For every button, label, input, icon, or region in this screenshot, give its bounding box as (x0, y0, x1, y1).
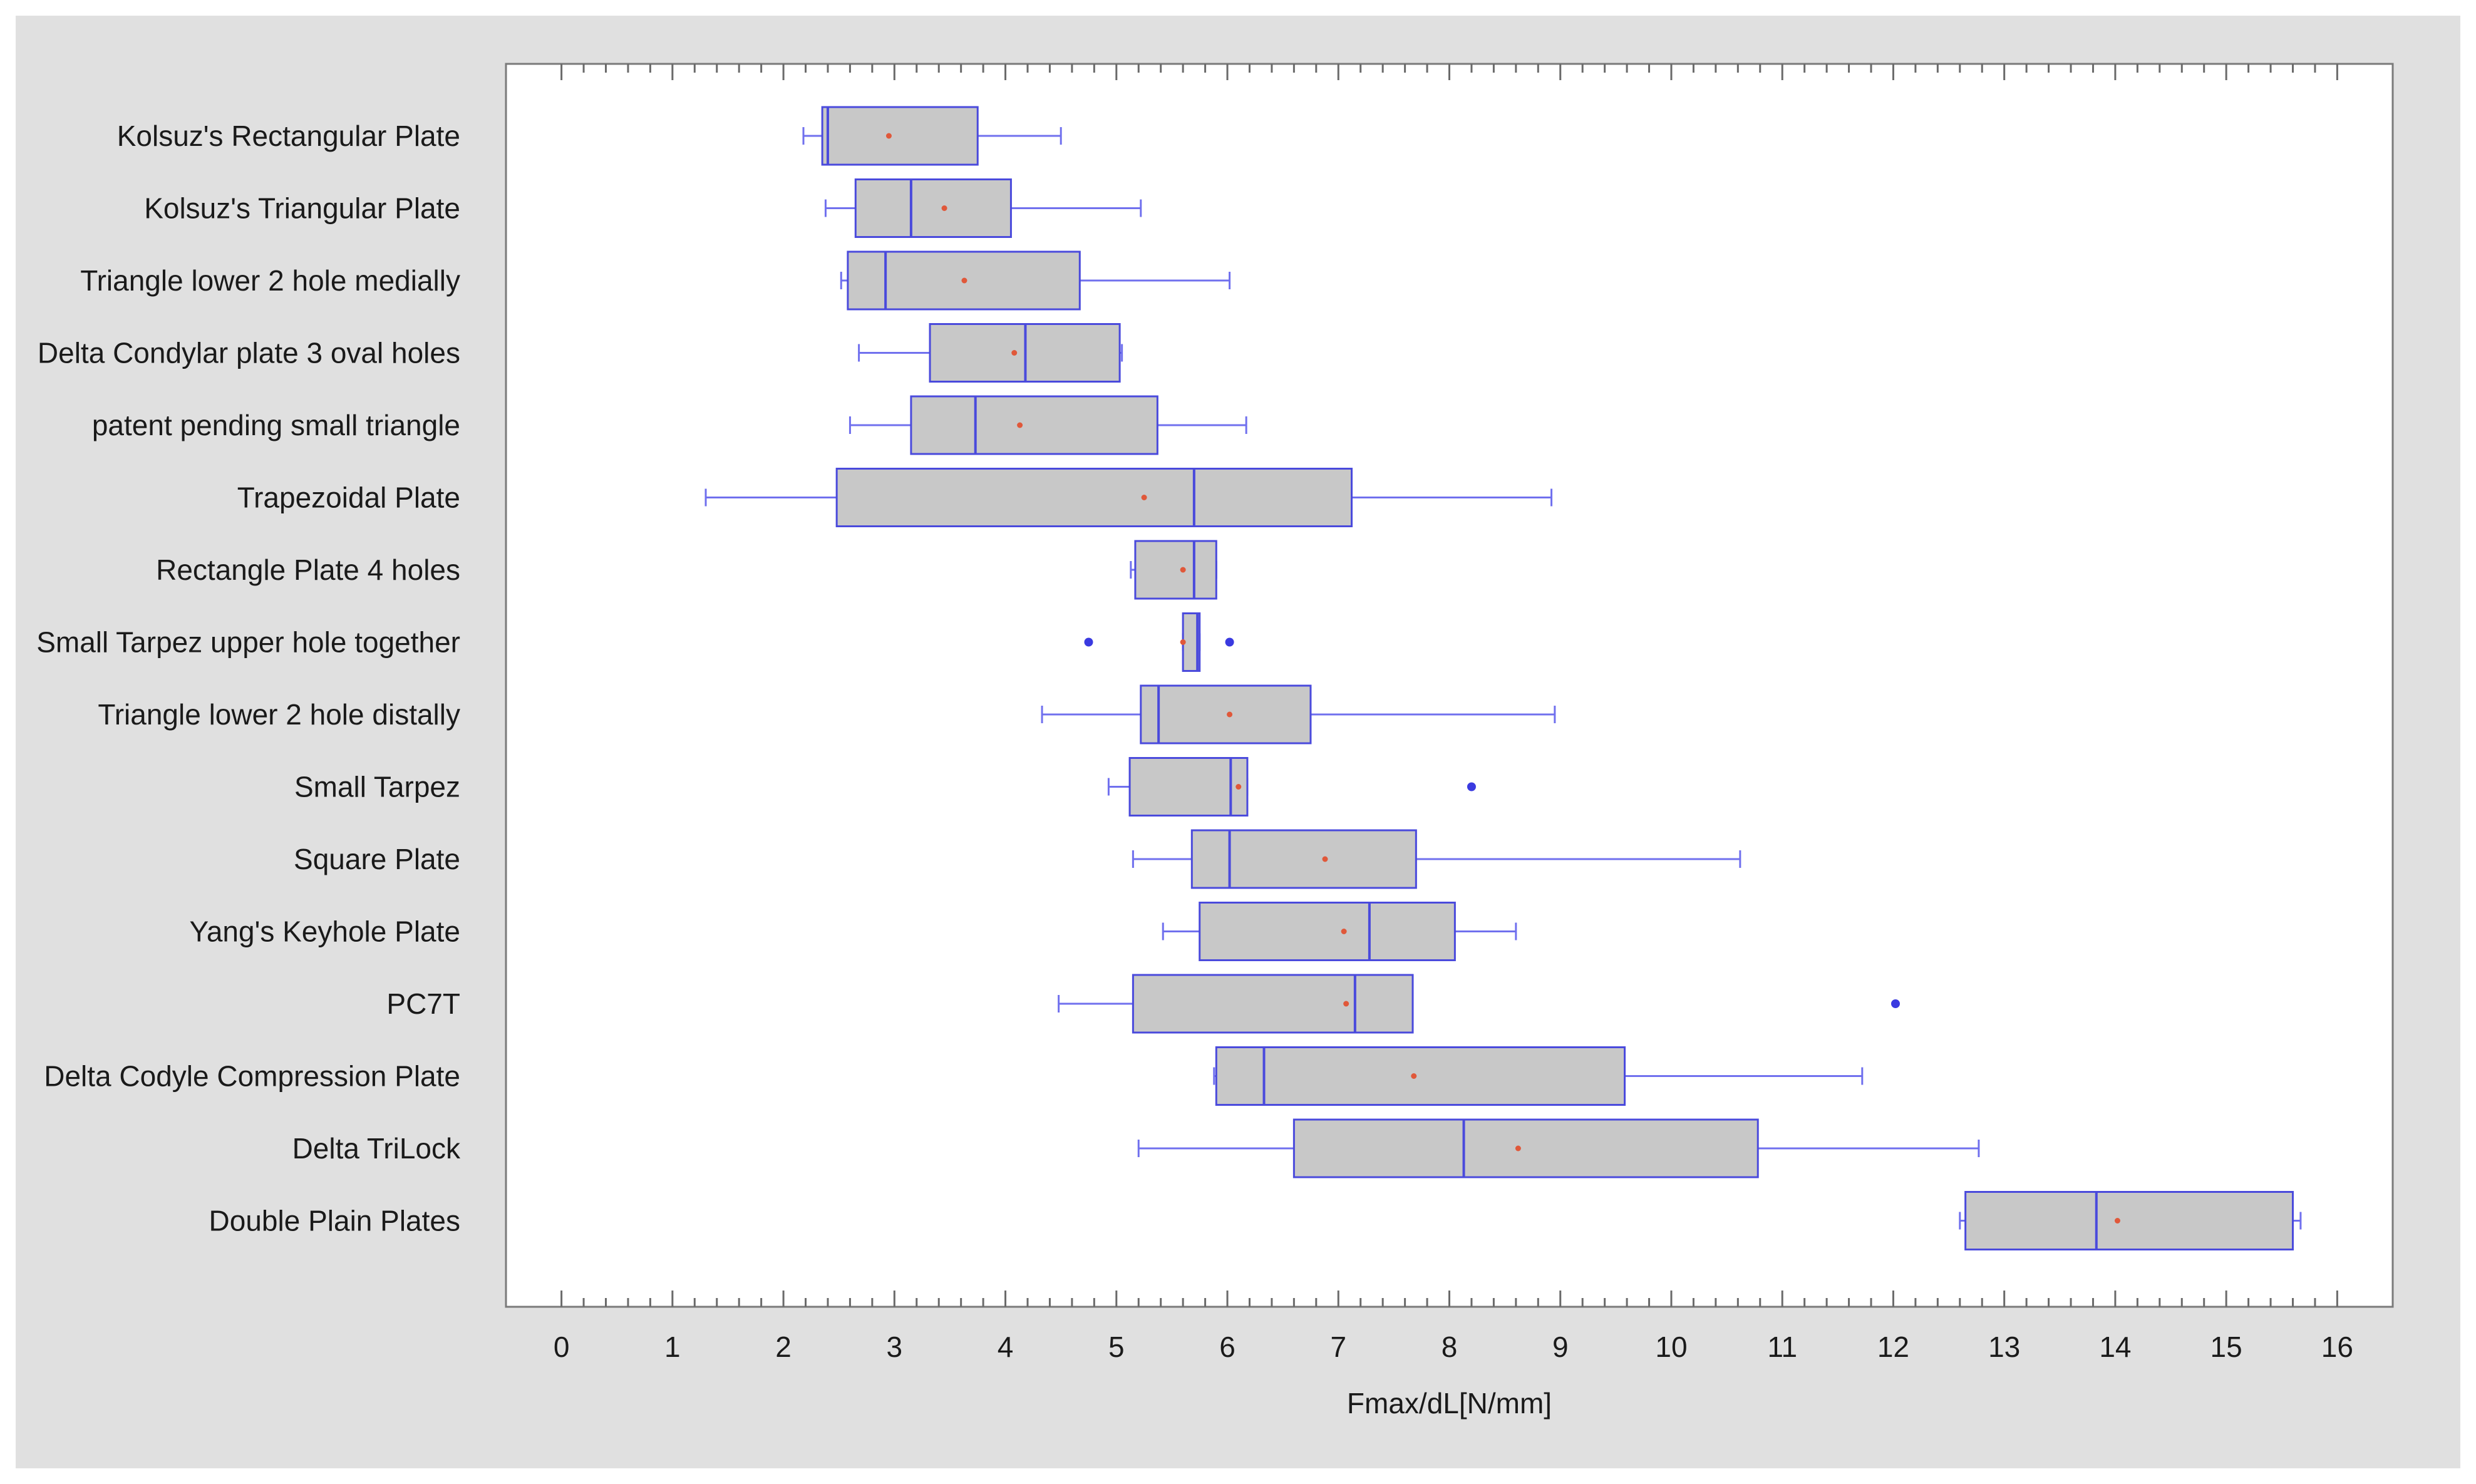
box-plot-row (840, 250, 1231, 311)
mean-marker (1180, 567, 1186, 573)
box-plot-row (1162, 902, 1517, 961)
x-tick-label: 3 (887, 1331, 903, 1363)
outlier-point (1225, 637, 1234, 647)
iqr-box (1215, 1046, 1626, 1106)
x-axis-title: Fmax/dL[N/mm] (1347, 1387, 1552, 1420)
box-plot-row (1213, 1046, 1864, 1106)
x-tick-label: 16 (2321, 1331, 2353, 1363)
box-plot-row (1959, 1191, 2302, 1250)
outlier-point (1891, 999, 1900, 1008)
box-series (704, 106, 2302, 1250)
mean-marker (1141, 495, 1147, 500)
category-label: Kolsuz's Triangular Plate (144, 192, 460, 225)
iqr-box (1292, 1118, 1759, 1178)
mean-marker (1341, 929, 1347, 934)
box-plot-row (1041, 684, 1556, 745)
x-tick-label: 15 (2210, 1331, 2242, 1363)
category-label: Delta Condylar plate 3 oval holes (38, 337, 460, 369)
mean-marker (1011, 350, 1018, 356)
mean-marker (1411, 1073, 1417, 1079)
category-label: Small Tarpez (294, 771, 460, 803)
x-tick-label: 6 (1219, 1331, 1235, 1363)
mean-marker (1227, 711, 1233, 718)
category-label: Square Plate (294, 843, 460, 875)
iqr-box (1134, 540, 1217, 600)
mean-marker (1235, 784, 1242, 790)
iqr-box (1140, 684, 1312, 745)
box-plot-row (1132, 829, 1741, 889)
category-label: Small Tarpez upper hole together (36, 626, 460, 659)
category-label: Triangle lower 2 hole medially (80, 264, 460, 297)
box-plot-row (1137, 1118, 1980, 1178)
category-label: Yang's Keyhole Plate (190, 915, 460, 948)
x-tick-label: 12 (1877, 1331, 1909, 1363)
outlier-point (1084, 637, 1093, 647)
category-label: Triangle lower 2 hole distally (98, 698, 460, 731)
boxplot-chart: 0 1 2 3 4 5 6 7 8 9 10 11 12 13 14 15 16 Kolsuz's Rectan… (36, 63, 2394, 1420)
x-tick-label: 0 (554, 1331, 570, 1363)
category-label: Trapezoidal Plate (237, 482, 460, 514)
box-plot-row (1084, 612, 1234, 672)
box-plot-row (1107, 757, 1476, 817)
category-label: Delta Codyle Compression Plate (44, 1060, 460, 1093)
box-plot-row (824, 178, 1142, 238)
x-tick-label: 10 (1655, 1331, 1687, 1363)
mean-marker (1180, 639, 1186, 645)
category-labels: Kolsuz's Rectangular Plate Kolsuz's Trian… (36, 120, 461, 1237)
mean-marker (1515, 1145, 1521, 1152)
iqr-box (854, 178, 1012, 238)
category-label: PC7T (386, 987, 460, 1020)
box-plot-row (1058, 974, 1900, 1034)
outlier-point (1467, 782, 1476, 791)
box-plot-row (1130, 540, 1217, 600)
mean-marker (941, 205, 947, 211)
mean-marker (885, 133, 892, 139)
axis-ticks (560, 64, 2338, 1307)
x-tick-label: 2 (775, 1331, 792, 1363)
x-tick-label: 9 (1552, 1331, 1569, 1363)
x-tick-label: 14 (2099, 1331, 2131, 1363)
iqr-box (1199, 902, 1456, 961)
iqr-box (910, 395, 1158, 455)
iqr-box (835, 468, 1353, 527)
category-label: Rectangle Plate 4 holes (156, 554, 460, 586)
category-label: patent pending small triangle (92, 409, 460, 441)
mean-marker (1343, 1001, 1349, 1007)
mean-marker (1322, 856, 1328, 862)
x-tick-label: 11 (1767, 1331, 1797, 1363)
x-tick-label: 8 (1442, 1331, 1458, 1363)
mean-marker (1017, 422, 1023, 428)
box-plot-row (704, 468, 1553, 527)
iqr-box (1190, 829, 1417, 889)
category-label: Delta TriLock (292, 1132, 461, 1165)
iqr-box (1132, 974, 1414, 1034)
box-plot-row (849, 395, 1247, 455)
box-plot-row (802, 106, 1062, 166)
iqr-box (1964, 1191, 2294, 1250)
mean-marker (961, 277, 967, 284)
category-label: Double Plain Plates (209, 1205, 460, 1237)
x-tick-label: 5 (1108, 1331, 1125, 1363)
x-tick-label: 4 (998, 1331, 1014, 1363)
chart-frame: 0 1 2 3 4 5 6 7 8 9 10 11 12 13 14 15 16 Kolsuz's Rectan… (16, 16, 2460, 1468)
box-plot-row (858, 323, 1123, 383)
category-label: Kolsuz's Rectangular Plate (117, 120, 460, 152)
x-tick-label: 7 (1330, 1331, 1346, 1363)
x-tick-label: 13 (1988, 1331, 2020, 1363)
x-tick-labels: 0 1 2 3 4 5 6 7 8 9 10 11 12 13 14 15 16 (554, 1331, 2353, 1363)
x-tick-label: 1 (664, 1331, 681, 1363)
iqr-box (1128, 757, 1249, 817)
iqr-box (821, 106, 979, 166)
mean-marker (2114, 1218, 2120, 1224)
